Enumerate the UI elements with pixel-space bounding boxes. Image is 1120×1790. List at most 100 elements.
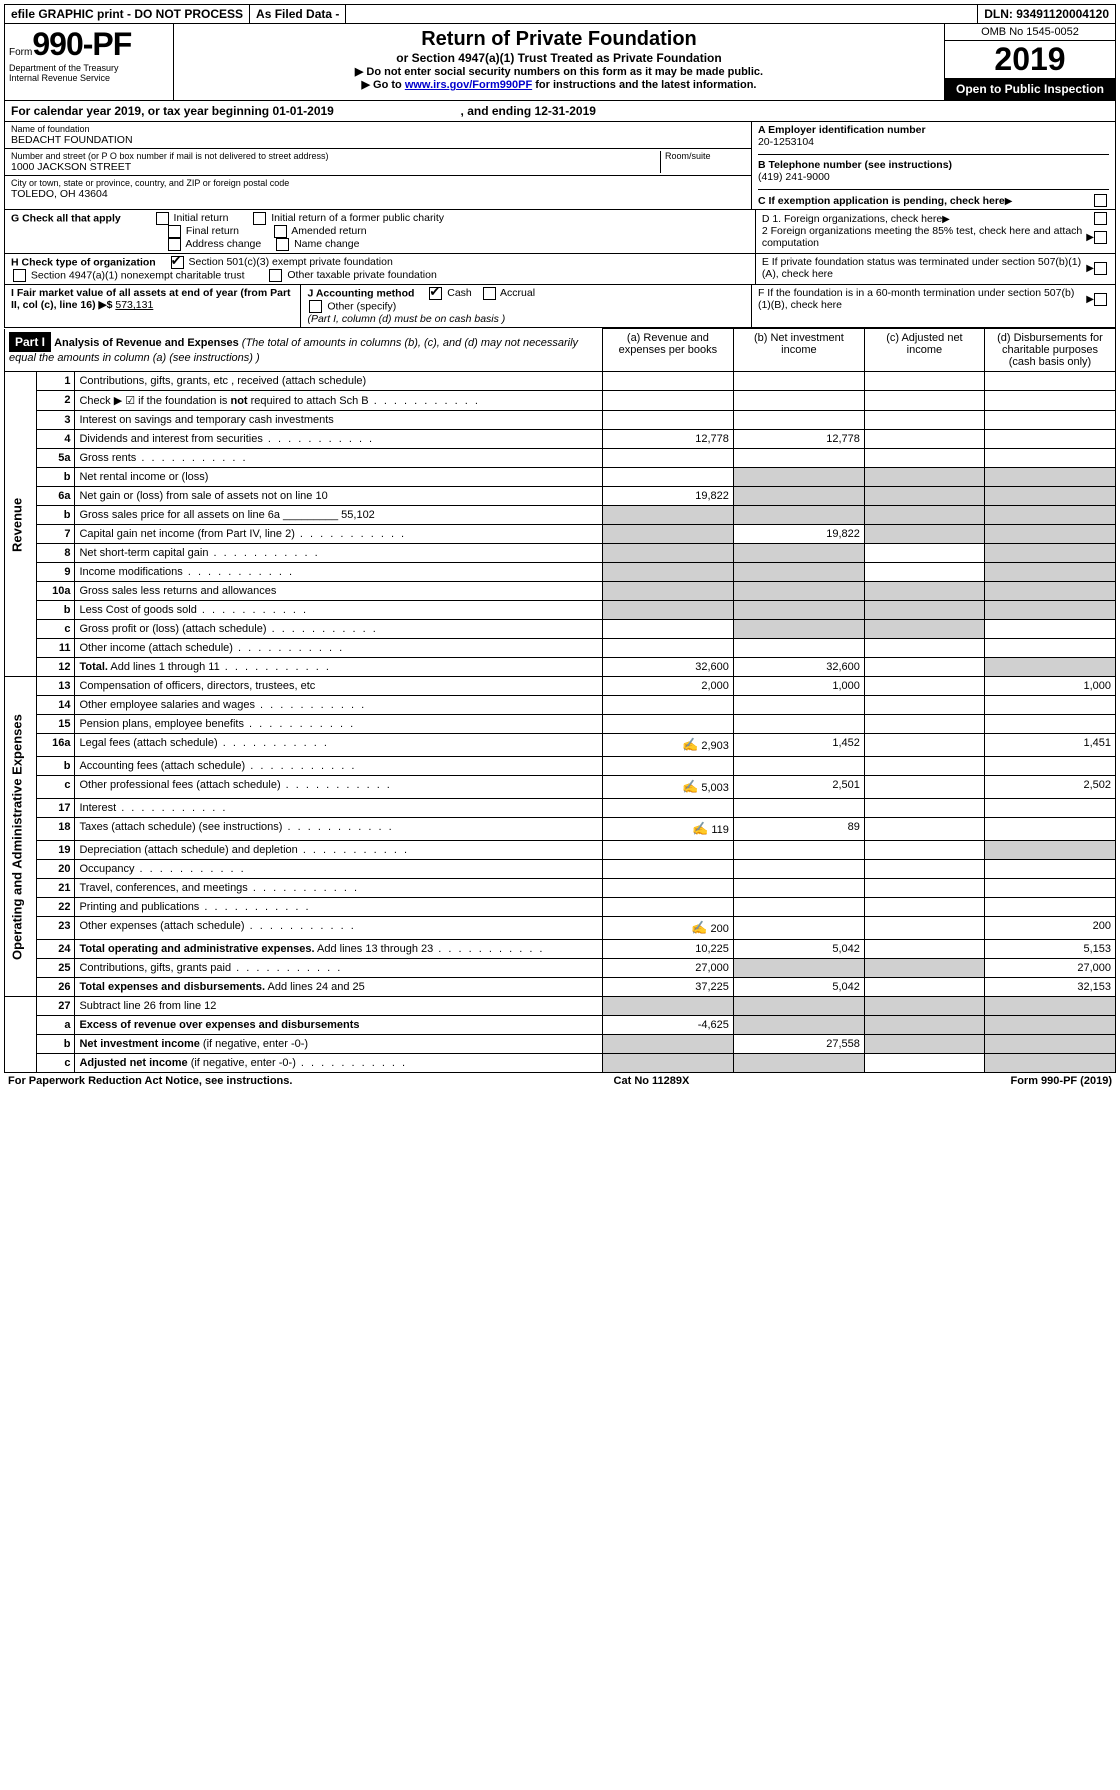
value-cell xyxy=(864,841,984,860)
value-cell xyxy=(864,997,984,1016)
section-g-d: G Check all that apply Initial return In… xyxy=(4,210,1116,254)
value-cell xyxy=(864,449,984,468)
line-desc: Printing and publications xyxy=(75,898,602,917)
value-cell xyxy=(984,449,1115,468)
irs-link[interactable]: www.irs.gov/Form990PF xyxy=(405,79,532,91)
value-cell: 27,558 xyxy=(733,1035,864,1054)
value-cell xyxy=(602,563,733,582)
value-cell: 200 xyxy=(602,917,733,940)
amended-return-checkbox[interactable] xyxy=(274,225,287,238)
line-no: 23 xyxy=(36,917,75,940)
value-cell xyxy=(984,715,1115,734)
line-no: 15 xyxy=(36,715,75,734)
line-desc: Total. Add lines 1 through 11 xyxy=(75,658,602,677)
col-b-header: (b) Net investment income xyxy=(733,329,864,372)
line-desc: Net investment income (if negative, ente… xyxy=(75,1035,602,1054)
f-checkbox[interactable] xyxy=(1094,293,1107,306)
value-cell xyxy=(733,898,864,917)
e-checkbox[interactable] xyxy=(1094,262,1107,275)
form-title: Return of Private Foundation xyxy=(180,28,938,51)
line-no: 2 xyxy=(36,391,75,411)
section-h-e: H Check type of organization Section 501… xyxy=(4,254,1116,285)
line-desc: Compensation of officers, directors, tru… xyxy=(75,677,602,696)
form-header: Form990-PF Department of the Treasury In… xyxy=(4,24,1116,101)
attachment-icon[interactable] xyxy=(682,782,698,794)
final-return-checkbox[interactable] xyxy=(168,225,181,238)
foundation-name: BEDACHT FOUNDATION xyxy=(11,134,745,146)
d1-label: D 1. Foreign organizations, check here xyxy=(762,213,942,225)
value-cell xyxy=(864,940,984,959)
line-no: 26 xyxy=(36,978,75,997)
line-no: b xyxy=(36,757,75,776)
value-cell: 5,042 xyxy=(733,978,864,997)
value-cell xyxy=(864,620,984,639)
value-cell xyxy=(864,715,984,734)
value-cell xyxy=(984,582,1115,601)
value-cell xyxy=(602,841,733,860)
4947a1-checkbox[interactable] xyxy=(13,269,26,282)
tax-year: 2019 xyxy=(945,41,1115,78)
attachment-icon[interactable] xyxy=(691,923,707,935)
identity-block: Name of foundation BEDACHT FOUNDATION Nu… xyxy=(4,122,1116,210)
exemption-pending-label: C If exemption application is pending, c… xyxy=(758,195,1005,207)
dept-treasury: Department of the Treasury xyxy=(9,63,169,73)
value-cell xyxy=(602,696,733,715)
value-cell: 27,000 xyxy=(602,959,733,978)
value-cell xyxy=(864,391,984,411)
line-desc: Interest on savings and temporary cash i… xyxy=(75,411,602,430)
exemption-pending-checkbox[interactable] xyxy=(1094,194,1107,207)
value-cell xyxy=(602,391,733,411)
value-cell xyxy=(984,468,1115,487)
value-cell xyxy=(733,601,864,620)
initial-return-checkbox[interactable] xyxy=(156,212,169,225)
asfiled-label: As Filed Data - xyxy=(250,5,346,23)
d2-checkbox[interactable] xyxy=(1094,231,1107,244)
other-method-checkbox[interactable] xyxy=(309,300,322,313)
value-cell xyxy=(733,841,864,860)
value-cell xyxy=(864,372,984,391)
city-label: City or town, state or province, country… xyxy=(11,178,745,188)
attachment-icon[interactable] xyxy=(692,824,708,836)
value-cell xyxy=(733,1054,864,1073)
value-cell xyxy=(733,715,864,734)
name-change-checkbox[interactable] xyxy=(276,238,289,251)
room-label: Room/suite xyxy=(661,151,745,173)
accrual-checkbox[interactable] xyxy=(483,287,496,300)
value-cell xyxy=(984,544,1115,563)
line-no: 9 xyxy=(36,563,75,582)
value-cell xyxy=(602,411,733,430)
value-cell xyxy=(733,696,864,715)
value-cell xyxy=(733,799,864,818)
line-no: 1 xyxy=(36,372,75,391)
value-cell xyxy=(602,468,733,487)
line-desc: Adjusted net income (if negative, enter … xyxy=(75,1054,602,1073)
address-change-checkbox[interactable] xyxy=(168,238,181,251)
value-cell xyxy=(864,1035,984,1054)
value-cell: 37,225 xyxy=(602,978,733,997)
other-taxable-checkbox[interactable] xyxy=(269,269,282,282)
d1-checkbox[interactable] xyxy=(1094,212,1107,225)
attachment-icon[interactable] xyxy=(682,740,698,752)
value-cell xyxy=(733,620,864,639)
501c3-checkbox[interactable] xyxy=(171,256,184,269)
value-cell xyxy=(984,879,1115,898)
value-cell xyxy=(864,734,984,757)
value-cell xyxy=(733,449,864,468)
form-number: 990-PF xyxy=(32,26,131,62)
value-cell: 32,153 xyxy=(984,978,1115,997)
value-cell xyxy=(602,898,733,917)
value-cell xyxy=(984,1054,1115,1073)
value-cell xyxy=(864,506,984,525)
line-desc: Net short-term capital gain xyxy=(75,544,602,563)
value-cell xyxy=(733,468,864,487)
ein-value: 20-1253104 xyxy=(758,136,1109,148)
cash-checkbox[interactable] xyxy=(429,287,442,300)
value-cell xyxy=(602,1054,733,1073)
value-cell xyxy=(864,898,984,917)
value-cell xyxy=(733,997,864,1016)
initial-former-checkbox[interactable] xyxy=(253,212,266,225)
addr-label: Number and street (or P O box number if … xyxy=(11,151,656,161)
value-cell xyxy=(864,818,984,841)
paperwork-notice: For Paperwork Reduction Act Notice, see … xyxy=(8,1075,292,1087)
part1-title: Analysis of Revenue and Expenses xyxy=(54,337,239,349)
